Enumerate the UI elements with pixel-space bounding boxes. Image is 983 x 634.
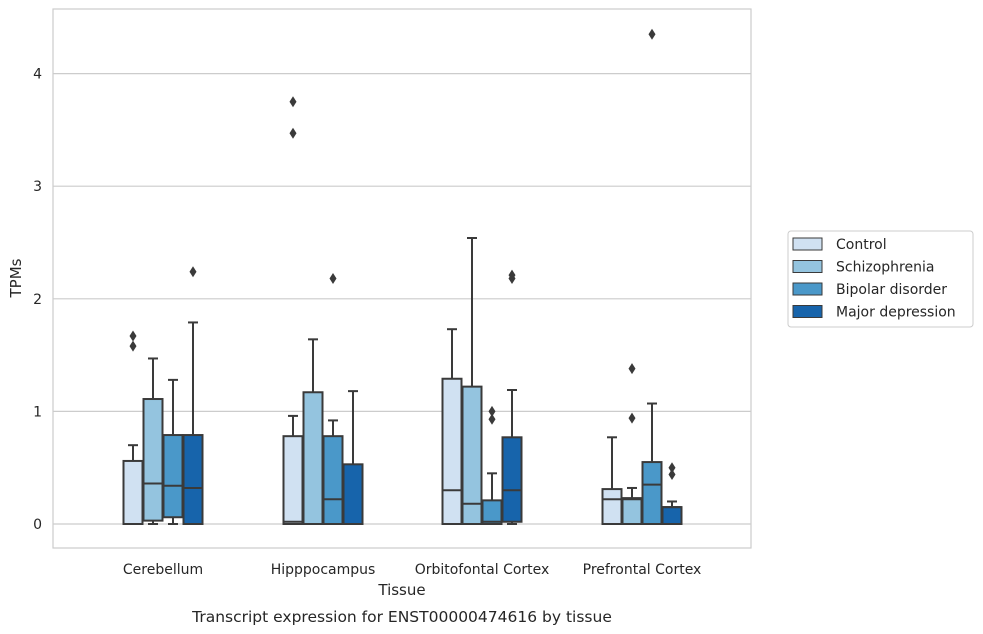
outlier-point — [129, 340, 137, 352]
box-body — [142, 398, 164, 522]
box-body — [501, 436, 523, 523]
box-3-2 — [501, 269, 523, 525]
box-1-2 — [461, 236, 483, 525]
box-body — [322, 435, 344, 525]
outlier-point — [488, 413, 496, 425]
outlier-point — [189, 266, 197, 278]
box-body — [661, 506, 683, 525]
legend: Control Schizophrenia Bipolar disorder Majo… — [787, 230, 974, 328]
box-body — [461, 385, 483, 525]
y-tick-label: 1 — [33, 404, 42, 420]
legend-swatch — [792, 260, 823, 273]
outlier-point — [508, 269, 516, 281]
outlier-point — [628, 363, 636, 375]
legend-swatch — [792, 305, 823, 318]
y-tick-label: 2 — [33, 292, 42, 308]
x-tick-label: Prefrontal Cortex — [583, 562, 702, 578]
box-0-0 — [122, 330, 144, 525]
legend-frame — [787, 230, 974, 328]
outlier-point — [289, 96, 297, 108]
x-tick-labels: Cerebellum Hipppocampus Orbitofontal Corte… — [123, 562, 701, 578]
box-3-0 — [182, 266, 204, 525]
box-body — [162, 434, 184, 519]
outlier-point — [488, 405, 496, 417]
legend-label: Bipolar disorder — [836, 282, 947, 298]
x-tick-label: Orbitofontal Cortex — [415, 562, 550, 578]
box-0-1 — [282, 96, 304, 525]
box-body — [302, 391, 324, 525]
outlier-point — [668, 468, 676, 480]
box-body — [282, 435, 304, 525]
x-tick-label: Hipppocampus — [271, 562, 376, 578]
box-body — [441, 377, 463, 525]
box-0-2 — [441, 328, 463, 525]
y-tick-labels: 0 1 2 3 4 — [33, 67, 42, 533]
box-body — [342, 463, 364, 525]
outlier-point — [329, 273, 337, 285]
outlier-point — [628, 412, 636, 424]
box-body — [601, 488, 623, 525]
y-axis-label: TPMs — [7, 258, 25, 298]
box-1-1 — [302, 338, 324, 525]
outlier-point — [129, 330, 137, 342]
legend-label: Schizophrenia — [836, 260, 934, 276]
box-body — [641, 461, 663, 526]
plot-frame — [52, 8, 752, 549]
x-axis-label: Tissue — [377, 581, 425, 599]
legend-label: Major depression — [836, 305, 956, 321]
x-tick-label: Cerebellum — [123, 562, 203, 578]
box-3-1 — [342, 390, 364, 525]
box-body — [122, 459, 144, 525]
boxes-layer — [122, 28, 683, 526]
outlier-point — [289, 127, 297, 139]
box-1-3 — [621, 363, 643, 525]
box-2-2 — [481, 405, 503, 526]
outlier-point — [668, 462, 676, 474]
legend-swatch — [792, 282, 823, 296]
legend-label: Control — [836, 237, 887, 253]
box-2-3 — [641, 28, 663, 526]
y-tick-label: 3 — [33, 179, 42, 195]
y-tick-label: 4 — [33, 67, 42, 83]
box-1-0 — [142, 357, 164, 525]
box-body — [621, 497, 643, 525]
outlier-point — [648, 28, 656, 40]
box-body — [182, 434, 204, 525]
box-3-3 — [661, 462, 683, 525]
box-body — [481, 499, 503, 526]
chart-caption: Transcript expression for ENST0000047461… — [191, 608, 612, 626]
y-tick-label: 0 — [33, 517, 42, 533]
legend-swatch — [792, 237, 823, 251]
